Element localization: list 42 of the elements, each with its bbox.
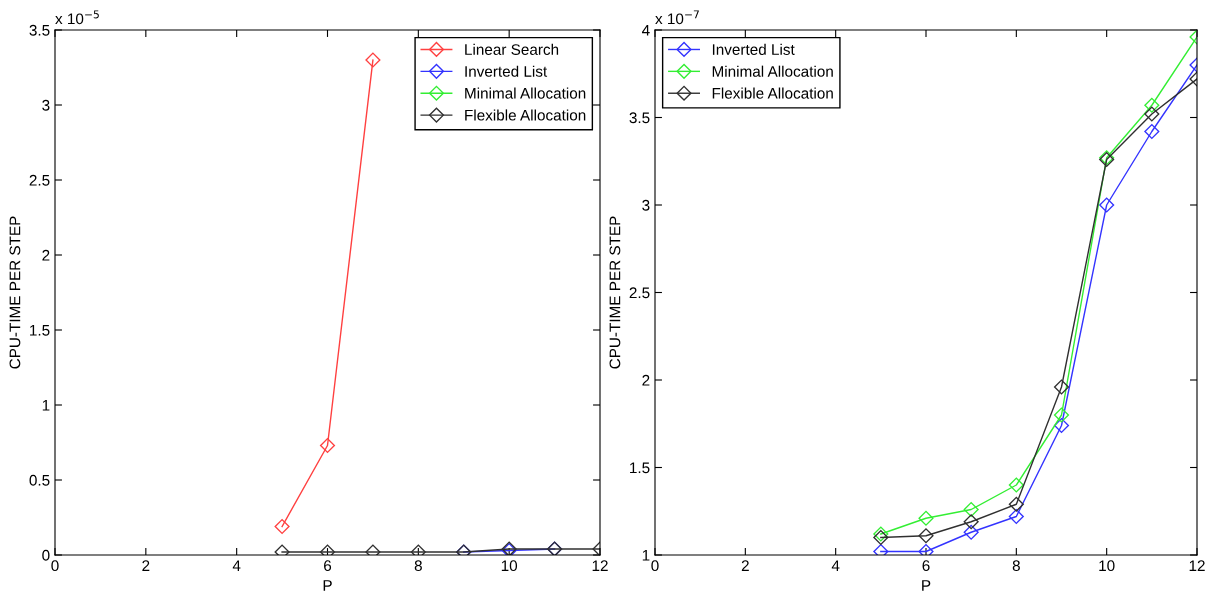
x-tick-label: 12: [1189, 560, 1205, 571]
y-tick-label: 1: [42, 400, 50, 411]
y-tick-label: 2: [642, 374, 650, 386]
y-tick-label: 1.5: [630, 462, 650, 474]
legend-label: Inverted List: [465, 65, 548, 77]
legend-label: Flexible Allocation: [465, 109, 586, 121]
y-tick-label: 3.5: [29, 24, 50, 36]
legend-label: Inverted List: [712, 43, 795, 55]
y-tick-label: 1: [642, 550, 650, 561]
x-tick-label: 6: [922, 560, 930, 572]
x-tick-label: 0: [51, 560, 59, 572]
y-tick-label: 1.5: [30, 325, 50, 336]
x-tick-label: 2: [741, 560, 749, 571]
y-tick-label: 3: [42, 99, 50, 111]
legend-label: Linear Search: [465, 43, 559, 55]
x-axis-title: P: [922, 580, 931, 591]
y-tick-label: 3.5: [629, 112, 650, 124]
y-tick-label: 4: [641, 25, 650, 36]
y-tick-label: 2.5: [29, 174, 50, 186]
text: x 10$^{−7}$: [655, 10, 699, 25]
y-tick-label: 0: [42, 549, 50, 561]
x-axis-title: P: [323, 580, 332, 591]
x-tick-label: 10: [1099, 560, 1115, 572]
x-tick-label: 8: [414, 560, 422, 572]
x-tick-label: 4: [232, 560, 241, 571]
y-tick-label: 0.5: [29, 474, 50, 486]
x-tick-label: 4: [831, 560, 840, 571]
x-tick-label: 10: [501, 560, 518, 572]
y-tick-label: 3: [642, 199, 650, 211]
x-tick-label: 2: [142, 560, 150, 571]
y-axis-title: CPU-TIME PER STEP: [9, 216, 21, 369]
text: x 10$^{−5}$: [55, 10, 99, 25]
legend-label: Flexible Allocation: [712, 87, 833, 99]
x-tick-label: 0: [651, 560, 659, 572]
y-tick-label: 2.5: [629, 287, 650, 299]
x-tick-label: 12: [592, 560, 608, 571]
y-axis-title: CPU-TIME PER STEP: [609, 216, 621, 369]
legend-label: Minimal Allocation: [465, 87, 586, 99]
x-tick-label: 8: [1012, 560, 1020, 572]
y-tick-label: 2: [42, 249, 50, 261]
legend-label: Minimal Allocation: [712, 65, 833, 77]
x-tick-label: 6: [324, 560, 332, 572]
